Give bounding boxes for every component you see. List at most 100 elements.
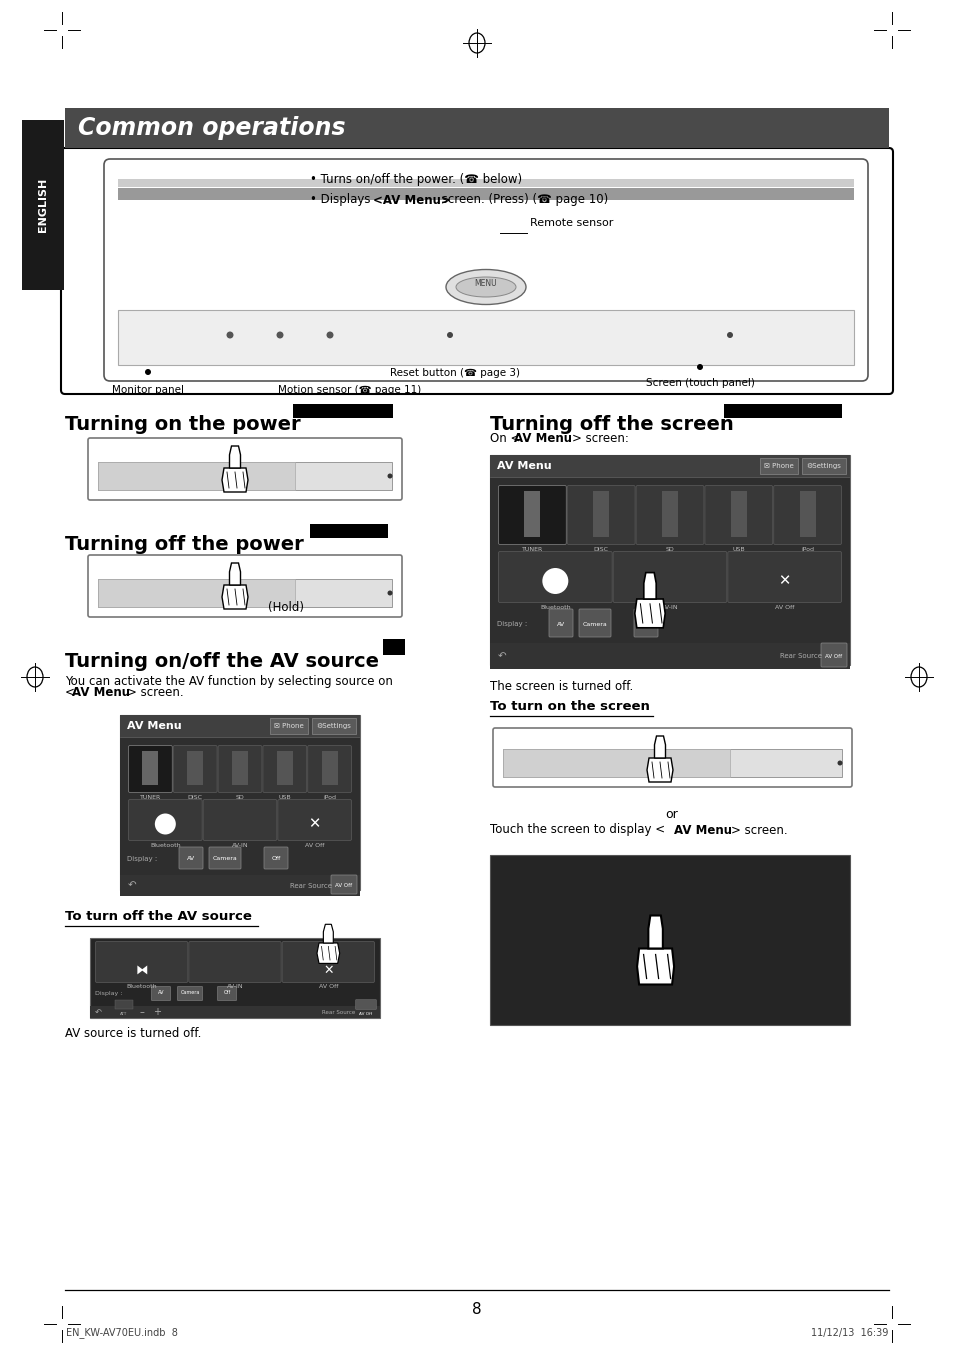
Ellipse shape: [446, 269, 525, 305]
Text: ⧓: ⧓: [135, 964, 148, 976]
Text: Common operations: Common operations: [78, 116, 345, 139]
Circle shape: [697, 364, 702, 370]
FancyBboxPatch shape: [209, 848, 241, 869]
Bar: [524, 492, 539, 538]
Text: ↶: ↶: [128, 880, 136, 891]
Text: Bluetooth: Bluetooth: [539, 605, 570, 611]
Text: AV Off: AV Off: [305, 844, 324, 848]
Bar: [115, 1001, 132, 1009]
Circle shape: [387, 590, 392, 596]
FancyBboxPatch shape: [95, 941, 188, 983]
Text: ⚙Settings: ⚙Settings: [805, 463, 841, 468]
FancyBboxPatch shape: [217, 987, 236, 1001]
Text: ✕: ✕: [323, 964, 334, 976]
Bar: [120, 875, 359, 896]
Text: > screen:: > screen:: [572, 432, 628, 445]
Polygon shape: [646, 758, 672, 783]
Bar: [187, 751, 203, 785]
Polygon shape: [634, 598, 664, 628]
Bar: [276, 751, 293, 785]
Text: Off: Off: [223, 991, 231, 995]
Text: AV source is turned off.: AV source is turned off.: [65, 1026, 201, 1040]
FancyBboxPatch shape: [727, 551, 841, 603]
Bar: [799, 492, 815, 538]
Bar: [120, 715, 359, 890]
FancyBboxPatch shape: [821, 643, 846, 668]
Bar: [98, 580, 392, 607]
Text: screen. (Press) (☎ page 10): screen. (Press) (☎ page 10): [437, 194, 608, 207]
Circle shape: [145, 370, 151, 375]
FancyBboxPatch shape: [636, 486, 703, 544]
Text: Remote sensor: Remote sensor: [530, 218, 613, 227]
Text: ✕: ✕: [308, 816, 320, 831]
Text: ✕: ✕: [778, 574, 790, 589]
Text: ✉ Phone: ✉ Phone: [763, 463, 793, 468]
Polygon shape: [323, 925, 333, 942]
Text: Off: Off: [271, 857, 280, 861]
Ellipse shape: [456, 278, 516, 297]
FancyBboxPatch shape: [264, 848, 288, 869]
Bar: [593, 492, 609, 538]
Text: ATT: ATT: [120, 1011, 128, 1016]
Text: Display :: Display :: [95, 991, 122, 997]
Text: USB: USB: [278, 795, 291, 800]
Text: iPod: iPod: [323, 795, 335, 800]
Bar: [236, 462, 294, 490]
Circle shape: [726, 332, 732, 338]
Text: AV Menu: AV Menu: [71, 685, 130, 699]
Bar: [723, 403, 841, 418]
FancyBboxPatch shape: [331, 875, 356, 894]
Polygon shape: [316, 942, 339, 964]
Circle shape: [387, 474, 392, 478]
FancyBboxPatch shape: [152, 987, 171, 1001]
Text: TUNER: TUNER: [521, 547, 542, 552]
Bar: [293, 403, 393, 418]
Text: AV-IN: AV-IN: [661, 605, 678, 611]
Text: iPod: iPod: [801, 547, 813, 552]
Text: Off: Off: [640, 621, 650, 627]
Circle shape: [447, 332, 453, 338]
Text: AV Off: AV Off: [774, 605, 794, 611]
FancyBboxPatch shape: [277, 799, 351, 841]
Bar: [90, 1006, 379, 1018]
Text: AV Menu: AV Menu: [127, 720, 181, 731]
Text: AV-IN: AV-IN: [232, 844, 248, 848]
FancyBboxPatch shape: [498, 551, 612, 603]
Text: You can activate the AV function by selecting source on: You can activate the AV function by sele…: [65, 676, 393, 688]
Polygon shape: [230, 445, 240, 468]
Bar: [232, 751, 248, 785]
Text: +: +: [152, 1007, 161, 1017]
Bar: [142, 751, 158, 785]
Text: AV Menu: AV Menu: [497, 460, 551, 471]
Circle shape: [541, 567, 568, 594]
Text: To turn off the AV source: To turn off the AV source: [65, 910, 252, 923]
Text: Turning on the power: Turning on the power: [65, 414, 300, 435]
FancyBboxPatch shape: [88, 437, 401, 500]
FancyBboxPatch shape: [203, 799, 276, 841]
Text: Touch the screen to display <: Touch the screen to display <: [490, 823, 664, 837]
Bar: [490, 477, 849, 665]
FancyBboxPatch shape: [355, 999, 375, 1009]
Text: AV Off: AV Off: [318, 984, 337, 988]
Text: Screen (touch panel): Screen (touch panel): [645, 378, 754, 389]
FancyBboxPatch shape: [308, 746, 351, 792]
Bar: [22, 121, 64, 290]
FancyBboxPatch shape: [104, 158, 867, 380]
Text: To turn on the screen: To turn on the screen: [490, 700, 649, 714]
Text: DISC: DISC: [188, 795, 202, 800]
Text: TUNER: TUNER: [140, 795, 161, 800]
Text: Turning on/off the AV source: Turning on/off the AV source: [65, 653, 378, 672]
Bar: [801, 458, 845, 474]
Text: Turning off the screen: Turning off the screen: [490, 414, 733, 435]
Text: ENGLISH: ENGLISH: [38, 177, 48, 232]
Text: (Hold): (Hold): [268, 601, 304, 613]
Text: AV: AV: [157, 991, 164, 995]
Polygon shape: [643, 573, 656, 598]
FancyBboxPatch shape: [263, 746, 306, 792]
Bar: [236, 580, 294, 607]
Text: 8: 8: [472, 1303, 481, 1317]
Bar: [312, 718, 355, 734]
Bar: [118, 188, 853, 200]
FancyBboxPatch shape: [498, 486, 566, 544]
Text: SD: SD: [665, 547, 674, 552]
